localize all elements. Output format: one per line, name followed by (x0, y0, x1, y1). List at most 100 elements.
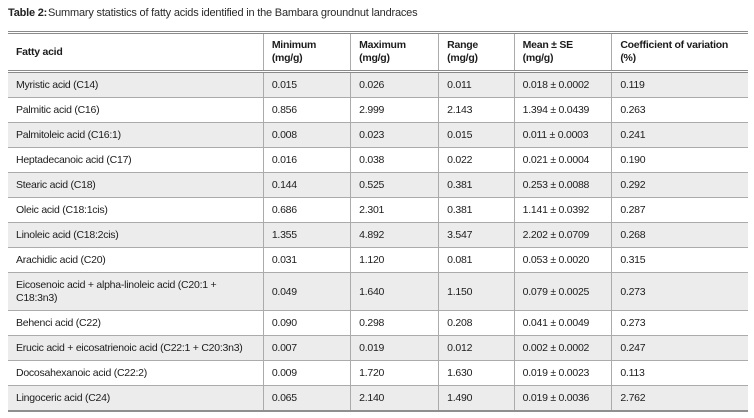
header-row: Fatty acid Minimum (mg/g) Maximum (mg/g)… (8, 32, 748, 73)
coefficient-variation-cell: 2.762 (611, 385, 748, 411)
col-header-minimum: Minimum (mg/g) (262, 32, 351, 73)
mean-se-cell: 0.019 ± 0.0036 (513, 385, 612, 411)
minimum-cell: 0.031 (262, 247, 351, 273)
fatty-acid-cell: Docosahexanoic acid (C22:2) (8, 360, 264, 386)
summary-statistics-table: Fatty acid Minimum (mg/g) Maximum (mg/g)… (8, 31, 748, 412)
fatty-acid-cell: Palmitic acid (C16) (8, 97, 264, 123)
maximum-cell: 0.525 (350, 172, 439, 198)
maximum-cell: 1.120 (350, 247, 439, 273)
col-header-maximum: Maximum (mg/g) (350, 32, 439, 73)
coefficient-variation-cell: 0.263 (611, 97, 748, 123)
fatty-acid-cell: Behenci acid (C22) (8, 310, 264, 336)
maximum-cell: 0.019 (350, 335, 439, 361)
table-row: Palmitoleic acid (C16:1) 0.008 0.023 0.0… (8, 122, 748, 148)
col-header-mean-se: Mean ± SE (mg/g) (513, 32, 612, 73)
fatty-acid-cell: Palmitoleic acid (C16:1) (8, 122, 264, 148)
minimum-cell: 0.065 (262, 385, 351, 411)
mean-se-cell: 1.141 ± 0.0392 (513, 197, 612, 223)
col-header-range: Range (mg/g) (438, 32, 515, 73)
maximum-cell: 0.026 (350, 71, 439, 98)
fatty-acid-cell: Eicosenoic acid + alpha-linoleic acid (C… (8, 272, 264, 311)
fatty-acid-cell: Erucic acid + eicosatrienoic acid (C22:1… (8, 335, 264, 361)
minimum-cell: 0.015 (262, 71, 351, 98)
maximum-cell: 2.999 (350, 97, 439, 123)
coefficient-variation-cell: 0.315 (611, 247, 748, 273)
mean-se-cell: 0.079 ± 0.0025 (513, 272, 612, 311)
mean-se-cell: 0.002 ± 0.0002 (513, 335, 612, 361)
table-header: Fatty acid Minimum (mg/g) Maximum (mg/g)… (8, 32, 748, 73)
minimum-cell: 0.009 (262, 360, 351, 386)
range-cell: 0.381 (438, 197, 515, 223)
table-row: Eicosenoic acid + alpha-linoleic acid (C… (8, 272, 748, 311)
mean-se-cell: 2.202 ± 0.0709 (513, 222, 612, 248)
table-row: Arachidic acid (C20) 0.031 1.120 0.081 0… (8, 247, 748, 273)
table-row: Erucic acid + eicosatrienoic acid (C22:1… (8, 335, 748, 361)
coefficient-variation-cell: 0.241 (611, 122, 748, 148)
maximum-cell: 0.298 (350, 310, 439, 336)
coefficient-variation-cell: 0.190 (611, 147, 748, 173)
minimum-cell: 0.686 (262, 197, 351, 223)
table-body: Myristic acid (C14) 0.015 0.026 0.011 0.… (8, 71, 748, 411)
range-cell: 0.012 (438, 335, 515, 361)
mean-se-cell: 1.394 ± 0.0439 (513, 97, 612, 123)
mean-se-cell: 0.021 ± 0.0004 (513, 147, 612, 173)
table-row: Lingoceric acid (C24) 0.065 2.140 1.490 … (8, 385, 748, 411)
mean-se-cell: 0.053 ± 0.0020 (513, 247, 612, 273)
range-cell: 0.015 (438, 122, 515, 148)
range-cell: 2.143 (438, 97, 515, 123)
maximum-cell: 2.301 (350, 197, 439, 223)
minimum-cell: 0.049 (262, 272, 351, 311)
table-number: Table 2: (8, 7, 48, 19)
range-cell: 1.150 (438, 272, 515, 311)
table-row: Docosahexanoic acid (C22:2) 0.009 1.720 … (8, 360, 748, 386)
coefficient-variation-cell: 0.273 (611, 310, 748, 336)
coefficient-variation-cell: 0.119 (611, 71, 748, 98)
fatty-acid-cell: Myristic acid (C14) (16, 79, 99, 91)
col-header-coefficient-variation: Coefficient of variation (%) (611, 32, 748, 73)
range-cell: 0.381 (438, 172, 515, 198)
fatty-acid-cell: Arachidic acid (C20) (8, 247, 264, 273)
fatty-acid-cell: Oleic acid (C18:1cis) (8, 197, 264, 223)
range-cell: 0.022 (438, 147, 515, 173)
table-row: Stearic acid (C18) 0.144 0.525 0.381 0.2… (8, 172, 748, 198)
table-caption-text: Summary statistics of fatty acids identi… (48, 7, 418, 19)
fatty-acid-cell: Lingoceric acid (C24) (8, 385, 264, 411)
range-cell: 0.081 (438, 247, 515, 273)
fatty-acid-cell: Linoleic acid (C18:2cis) (8, 222, 264, 248)
coefficient-variation-cell: 0.268 (611, 222, 748, 248)
minimum-cell: 0.016 (262, 147, 351, 173)
table-row: Behenci acid (C22) 0.090 0.298 0.208 0.0… (8, 310, 748, 336)
maximum-cell: 0.038 (350, 147, 439, 173)
range-cell: 1.630 (438, 360, 515, 386)
maximum-cell: 2.140 (350, 385, 439, 411)
maximum-cell: 1.640 (350, 272, 439, 311)
coefficient-variation-cell: 0.113 (611, 360, 748, 386)
minimum-cell: 0.008 (262, 122, 351, 148)
maximum-cell: 1.720 (350, 360, 439, 386)
minimum-cell: 0.856 (262, 97, 351, 123)
table-row: Oleic acid (C18:1cis) 0.686 2.301 0.381 … (8, 197, 748, 223)
mean-se-cell: 0.018 ± 0.0002 (513, 71, 612, 98)
coefficient-variation-cell: 0.287 (611, 197, 748, 223)
minimum-cell: 0.144 (262, 172, 351, 198)
minimum-cell: 0.090 (262, 310, 351, 336)
mean-se-cell: 0.041 ± 0.0049 (513, 310, 612, 336)
minimum-cell: 1.355 (262, 222, 351, 248)
table-row: Linoleic acid (C18:2cis) 1.355 4.892 3.5… (8, 222, 748, 248)
maximum-cell: 4.892 (350, 222, 439, 248)
mean-se-cell: 0.019 ± 0.0023 (513, 360, 612, 386)
fatty-acid-cell: Stearic acid (C18) (8, 172, 264, 198)
range-cell: 3.547 (438, 222, 515, 248)
coefficient-variation-cell: 0.247 (611, 335, 748, 361)
table-row: Myristic acid (C14) 0.015 0.026 0.011 0.… (8, 71, 748, 98)
range-cell: 0.011 (438, 71, 515, 98)
maximum-cell: 0.023 (350, 122, 439, 148)
range-cell: 0.208 (438, 310, 515, 336)
coefficient-variation-cell: 0.273 (611, 272, 748, 311)
col-header-fatty-acid: Fatty acid (8, 32, 264, 73)
minimum-cell: 0.007 (262, 335, 351, 361)
mean-se-cell: 0.011 ± 0.0003 (513, 122, 612, 148)
table-row: Heptadecanoic acid (C17) 0.016 0.038 0.0… (8, 147, 748, 173)
table-row: Palmitic acid (C16) 0.856 2.999 2.143 1.… (8, 97, 748, 123)
